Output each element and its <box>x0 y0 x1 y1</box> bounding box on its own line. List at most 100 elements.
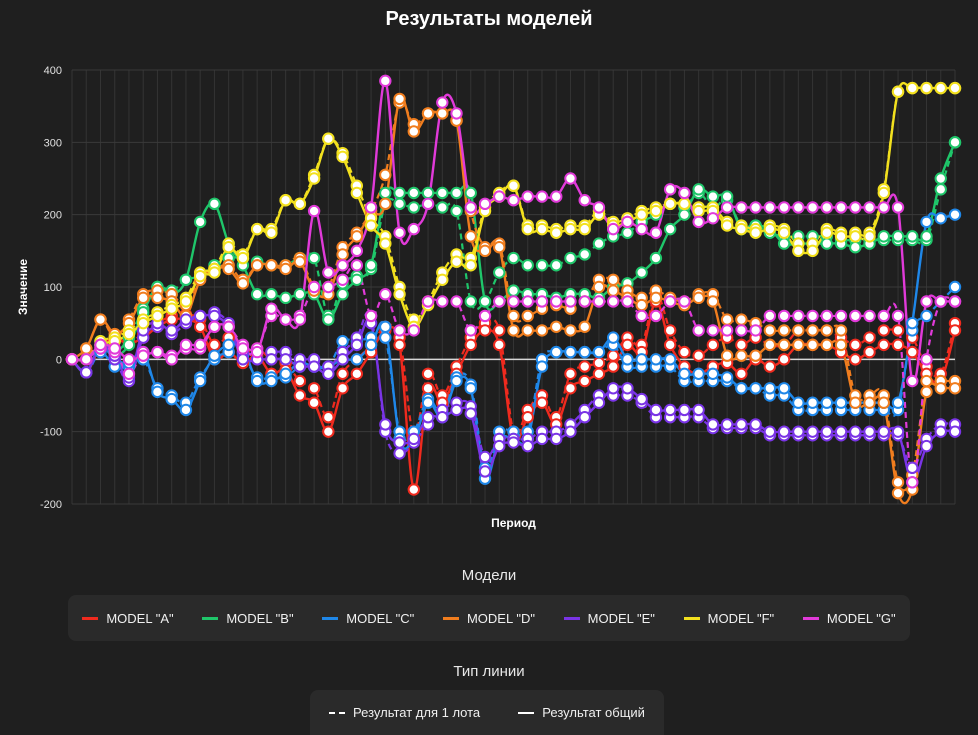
legend-label: MODEL "F" <box>707 610 775 626</box>
model-d-total-point <box>777 338 791 352</box>
model-f-total-point <box>179 295 193 308</box>
model-g-total-point <box>364 201 378 214</box>
model-b-lot-point <box>550 259 563 272</box>
model-b-total-point <box>849 241 862 254</box>
model-b-lot-point <box>493 266 506 279</box>
legend-swatch <box>82 616 99 620</box>
model-a-lot-point <box>307 382 321 395</box>
model-d-total-point <box>293 255 307 268</box>
model-d-lot-point <box>920 374 933 388</box>
model-a-total-point <box>350 367 364 380</box>
model-e-total-point <box>279 353 292 366</box>
model-a-lot-point <box>692 349 705 362</box>
model-a-total-point <box>407 483 421 496</box>
model-g-total-point <box>934 295 947 308</box>
model-f-total-point <box>293 197 307 211</box>
model-e-lot-point <box>478 450 492 464</box>
model-c-total-point <box>151 385 164 399</box>
y-axis-ticks: 400 300 200 100 0 -100 -200 <box>40 65 62 511</box>
model-f-total-point <box>564 222 577 236</box>
model-g-total-point <box>336 259 349 272</box>
model-g-total-point <box>436 96 449 109</box>
model-g-lot-point <box>322 280 335 294</box>
model-a-total-point <box>193 320 207 333</box>
model-b-total-point <box>920 230 933 243</box>
model-f-total-point <box>122 327 136 341</box>
model-g-total-point <box>179 338 193 352</box>
model-g-total-point <box>450 107 463 120</box>
model-d-total-point <box>735 349 748 362</box>
model-f-total-point <box>863 230 876 243</box>
model-c-lot-point <box>336 335 349 348</box>
model-e-total-point <box>535 432 549 446</box>
model-g-lot-point <box>521 295 534 308</box>
model-c-total-point <box>706 367 720 380</box>
model-g-total-point <box>792 201 805 214</box>
model-g-lot-point <box>692 324 705 337</box>
model-d-total-point <box>94 313 107 326</box>
legend-item-model-e[interactable]: MODEL "E" <box>563 610 655 626</box>
legend-item-model-c[interactable]: MODEL "C" <box>322 611 414 626</box>
model-g-total-point <box>250 345 264 359</box>
model-g-total-point <box>535 190 549 203</box>
model-g-total-point <box>137 349 150 362</box>
model-g-lot-point <box>493 295 506 308</box>
model-g-total-point <box>877 201 890 214</box>
model-f-total-point <box>678 197 691 211</box>
model-f-total-point <box>891 85 905 98</box>
y-tick-label: -100 <box>40 427 62 439</box>
model-f-total-point <box>920 81 933 95</box>
model-f-total-point <box>322 132 335 145</box>
model-d-total-point <box>649 291 663 305</box>
model-b-lot-point <box>521 259 534 272</box>
model-f-total-point <box>735 222 748 236</box>
y-tick-label: 0 <box>56 354 62 366</box>
model-c-total-point <box>450 374 463 388</box>
model-c-total-point <box>635 353 648 366</box>
model-d-total-point <box>436 107 449 120</box>
model-e-total-point <box>606 382 620 395</box>
model-f-total-point <box>550 226 563 239</box>
model-a-total-point <box>521 411 534 424</box>
legend-item-solid[interactable]: Результат общий <box>518 705 645 720</box>
model-g-lot-point <box>450 295 463 308</box>
model-g-total-point <box>165 353 178 366</box>
legend-item-dashed[interactable]: Результат для 1 лота <box>329 705 480 720</box>
legend-item-model-g[interactable]: MODEL "G" <box>802 611 896 626</box>
model-g-total-point <box>621 215 634 229</box>
model-g-total-point <box>464 201 477 214</box>
model-e-total-point <box>464 407 477 420</box>
model-d-total-point <box>279 262 292 276</box>
model-a-lot-point <box>336 367 349 380</box>
legend-item-model-f[interactable]: MODEL "F" <box>683 610 775 626</box>
legend-item-model-d[interactable]: MODEL "D" <box>442 611 535 626</box>
model-g-lot-point <box>834 309 848 323</box>
model-c-total-point <box>193 374 207 388</box>
model-f-total-point <box>834 230 848 243</box>
model-g-lot-point <box>891 309 905 323</box>
legend-item-model-b[interactable]: MODEL "B" <box>202 611 294 626</box>
model-g-lot-point <box>663 295 677 308</box>
model-d-total-point <box>421 107 435 120</box>
legend-swatch <box>802 616 819 620</box>
model-g-lot-point <box>720 324 734 337</box>
model-g-lot-point <box>507 295 520 308</box>
model-a-total-point <box>535 396 549 409</box>
model-d-lot-point <box>806 324 819 337</box>
model-f-total-point <box>137 316 150 330</box>
model-a-lot-point <box>493 324 506 337</box>
legend-item-model-a[interactable]: MODEL "A" <box>82 611 174 626</box>
models-legend: MODEL "A" MODEL "B" MODEL "C" MODEL "D" … <box>68 595 910 641</box>
model-d-total-point <box>350 230 364 243</box>
model-c-total-point <box>891 396 905 409</box>
model-g-total-point <box>592 201 606 214</box>
model-g-lot-point <box>606 295 620 308</box>
model-g-total-point <box>692 215 705 229</box>
model-d-total-point <box>550 320 563 333</box>
legend-label: MODEL "E" <box>587 610 655 626</box>
model-e-total-point <box>350 338 364 352</box>
model-b-total-point <box>122 338 136 352</box>
model-a-lot-point <box>322 411 335 424</box>
model-e-total-point <box>891 425 905 438</box>
model-e-total-point <box>806 425 819 438</box>
